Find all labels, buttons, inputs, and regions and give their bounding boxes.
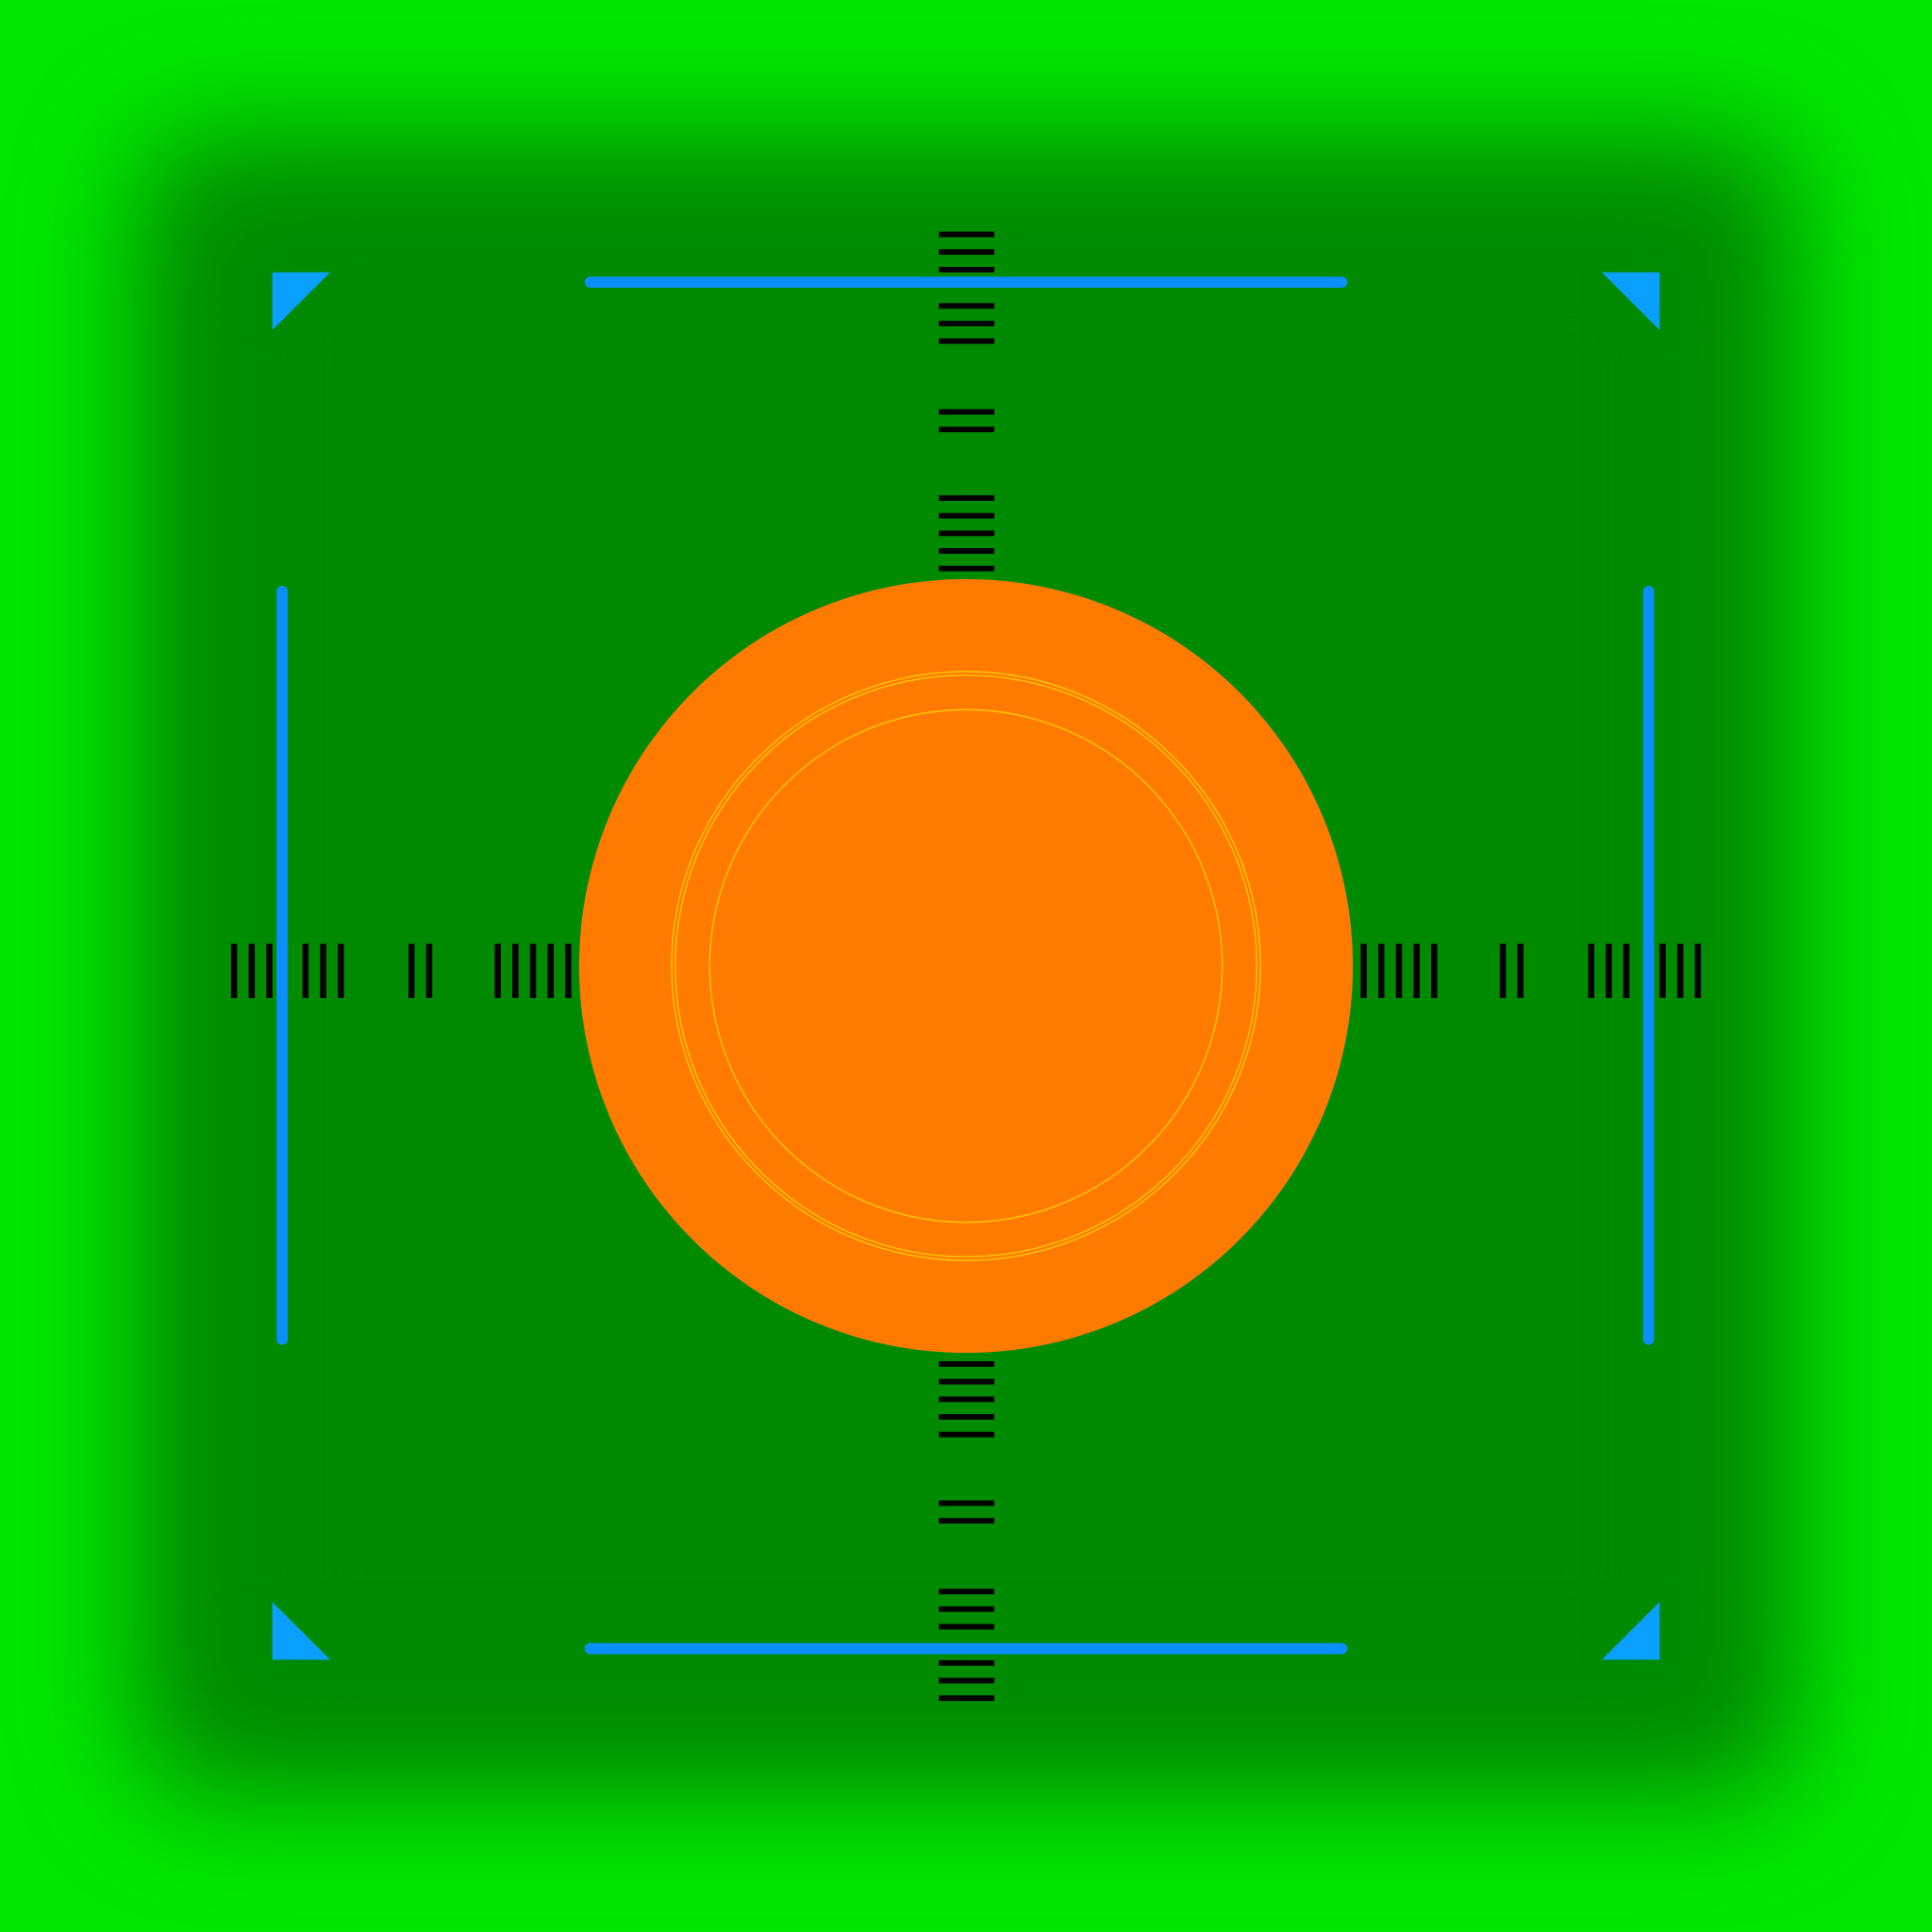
tick bbox=[320, 943, 326, 998]
tick bbox=[939, 338, 995, 344]
tick bbox=[408, 943, 415, 998]
corner-tl bbox=[272, 272, 331, 331]
tick bbox=[939, 1396, 995, 1403]
tick bbox=[1588, 943, 1594, 998]
center-disc bbox=[578, 578, 1354, 1354]
tick bbox=[1623, 943, 1630, 998]
tick bbox=[939, 320, 995, 326]
tick bbox=[230, 943, 238, 998]
tick bbox=[565, 943, 572, 998]
tick bbox=[939, 1378, 995, 1385]
tick bbox=[939, 1500, 995, 1507]
tick bbox=[529, 943, 537, 998]
tick bbox=[1395, 943, 1403, 998]
tick bbox=[248, 943, 256, 998]
tick bbox=[1378, 943, 1385, 998]
tick bbox=[1659, 943, 1666, 998]
tick bbox=[425, 943, 433, 998]
tick bbox=[939, 1431, 995, 1438]
tick bbox=[939, 1677, 995, 1684]
tick bbox=[939, 1361, 995, 1367]
tick bbox=[939, 303, 995, 309]
center-rings bbox=[671, 671, 1261, 1261]
tick bbox=[939, 1414, 995, 1420]
ring-outer bbox=[671, 671, 1261, 1261]
tick bbox=[1676, 943, 1684, 998]
tick bbox=[939, 1624, 995, 1630]
corner-bl bbox=[272, 1601, 331, 1660]
tick bbox=[939, 512, 995, 519]
tick bbox=[939, 1518, 995, 1524]
tick bbox=[939, 1589, 995, 1594]
ring-outer-inner bbox=[674, 674, 1258, 1258]
corner-tr bbox=[1601, 272, 1660, 331]
tick bbox=[302, 943, 309, 998]
tick bbox=[939, 249, 995, 256]
tick bbox=[1360, 943, 1367, 998]
tick bbox=[939, 408, 995, 415]
frame bbox=[276, 276, 1655, 1655]
ring-inner bbox=[708, 708, 1224, 1224]
tick bbox=[494, 943, 501, 998]
tick bbox=[1413, 943, 1420, 998]
tick bbox=[1517, 943, 1524, 998]
tick bbox=[1499, 943, 1507, 998]
tick bbox=[1431, 943, 1438, 998]
tick bbox=[939, 495, 995, 501]
tick bbox=[1694, 943, 1702, 998]
tick bbox=[939, 426, 995, 433]
tick bbox=[266, 943, 273, 998]
tick bbox=[939, 530, 995, 537]
tick-marks bbox=[230, 231, 1702, 1702]
tick bbox=[1606, 943, 1612, 998]
tick bbox=[939, 1659, 995, 1666]
tick bbox=[939, 1695, 995, 1702]
tick bbox=[939, 565, 995, 572]
tick bbox=[512, 943, 519, 998]
tick bbox=[939, 1606, 995, 1612]
corners bbox=[272, 272, 1660, 1660]
tick bbox=[939, 231, 995, 238]
tick bbox=[547, 943, 554, 998]
tick bbox=[939, 548, 995, 554]
tick bbox=[338, 943, 344, 998]
tick bbox=[939, 266, 995, 273]
corner-br bbox=[1601, 1601, 1660, 1660]
